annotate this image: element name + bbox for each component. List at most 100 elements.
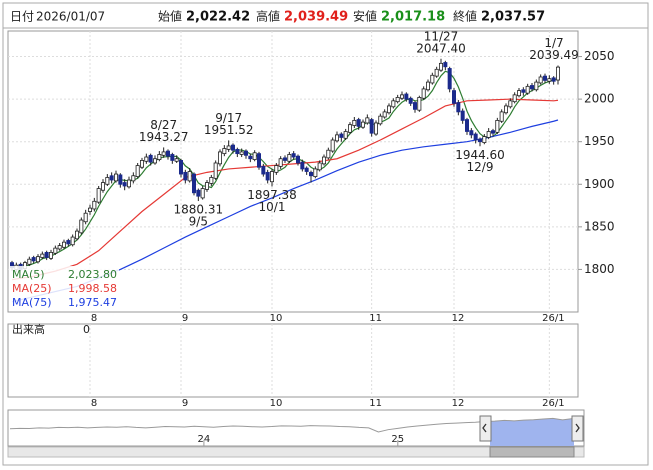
x-tick-label: 10 (270, 398, 283, 409)
volume-label: 出来高 (12, 322, 45, 336)
candle-body (196, 189, 201, 197)
ma-line (11, 70, 559, 268)
candle-body (31, 257, 36, 262)
candle-body (308, 171, 313, 177)
candle-body (261, 165, 266, 175)
candle-body (287, 154, 292, 162)
candle-body (235, 148, 240, 155)
annotation-date: 11/27 (424, 29, 459, 43)
candle-body (512, 94, 517, 103)
quote-label: 始値 (158, 9, 182, 24)
candle-body (382, 111, 387, 118)
candle-body (79, 219, 84, 234)
scrollbar[interactable] (7, 446, 585, 458)
candle-body (131, 175, 136, 182)
candle-body (408, 97, 413, 104)
candle-body (144, 156, 149, 162)
candle-body (36, 256, 41, 263)
annotation-price: 1944.60 (455, 148, 505, 162)
annotation-date: 9/5 (189, 215, 208, 229)
candle-body (330, 139, 335, 152)
navigator-tick-label: 24 (198, 434, 211, 445)
ma-legend: MA(5) 2,023.80 MA(25) 1,998.58 MA(75) 1,975.4… (9, 266, 119, 310)
candle-body (556, 66, 561, 81)
candle-body (114, 173, 119, 182)
legend-value: 1,975.47 (68, 296, 117, 309)
annotation-price: 2039.49 (529, 48, 579, 62)
candle-body (200, 188, 205, 199)
candle-body (538, 76, 543, 84)
annotation-price: 1951.52 (204, 123, 254, 137)
candle-body (252, 152, 257, 160)
candle-body (373, 122, 378, 135)
candle-body (152, 158, 157, 164)
candle-body (101, 182, 106, 191)
candle-body (239, 151, 244, 155)
x-tick-label: 26/1 (542, 313, 564, 324)
candle-body (360, 121, 365, 128)
price-panel (7, 30, 579, 313)
candle-body (300, 161, 305, 170)
candle-body (499, 111, 504, 122)
candle-body (421, 88, 426, 99)
candle-body (334, 134, 339, 142)
candle-body (62, 241, 67, 248)
handle-arrow (575, 423, 580, 433)
candle-body (356, 119, 361, 127)
y-tick-label: 1900 (584, 177, 615, 191)
candle-body (291, 153, 296, 158)
candle-body (157, 154, 162, 160)
navigator-handle[interactable] (479, 415, 492, 442)
annotation-date: 1/7 (544, 36, 563, 50)
candle-body (469, 130, 474, 136)
candle-body (395, 97, 400, 103)
y-tick-label: 1950 (584, 134, 615, 148)
candle-body (417, 97, 422, 111)
candle-body (170, 154, 175, 161)
candle-body (326, 149, 331, 159)
candle-body (191, 173, 196, 194)
date: 2026/01/07 (36, 10, 105, 24)
candle-body (70, 236, 75, 246)
candle-body (378, 115, 383, 125)
volume-value: 0 (83, 323, 90, 336)
candle-body (412, 102, 417, 110)
candle-body (226, 145, 231, 150)
candle-body (122, 182, 127, 187)
candles (9, 58, 561, 272)
candle-body (187, 171, 192, 182)
candle-body (404, 93, 409, 100)
candle-body (295, 155, 300, 164)
candle-body (534, 81, 539, 91)
candle-body (109, 175, 114, 181)
candle-body (365, 117, 370, 124)
candle-body (83, 212, 88, 223)
candle-body (256, 153, 261, 168)
y-tick-label: 2050 (584, 49, 615, 63)
candle-body (547, 78, 552, 82)
candle-body (44, 251, 49, 258)
candle-body (456, 102, 461, 113)
candle-body (369, 119, 374, 134)
candle-body (118, 174, 123, 185)
candle-body (521, 89, 526, 93)
x-tick-label: 12 (452, 313, 465, 324)
candle-body (88, 207, 93, 212)
navigator-handle[interactable] (571, 415, 584, 442)
candle-body (274, 165, 279, 173)
candle-body (443, 62, 448, 68)
legend-box (9, 266, 119, 310)
candle-body (27, 258, 32, 265)
x-tick-label: 9 (182, 313, 188, 324)
candle-body (391, 100, 396, 108)
candle-body (313, 168, 318, 178)
candle-body (222, 148, 227, 155)
annotation-price: 1943.27 (139, 130, 189, 144)
scrollbar-thumb[interactable] (489, 446, 575, 458)
candle-body (495, 120, 500, 133)
candle-body (304, 167, 309, 172)
candle-body (265, 171, 270, 181)
annotation-price: 1897.38 (247, 188, 297, 202)
volume-panel (7, 323, 579, 398)
